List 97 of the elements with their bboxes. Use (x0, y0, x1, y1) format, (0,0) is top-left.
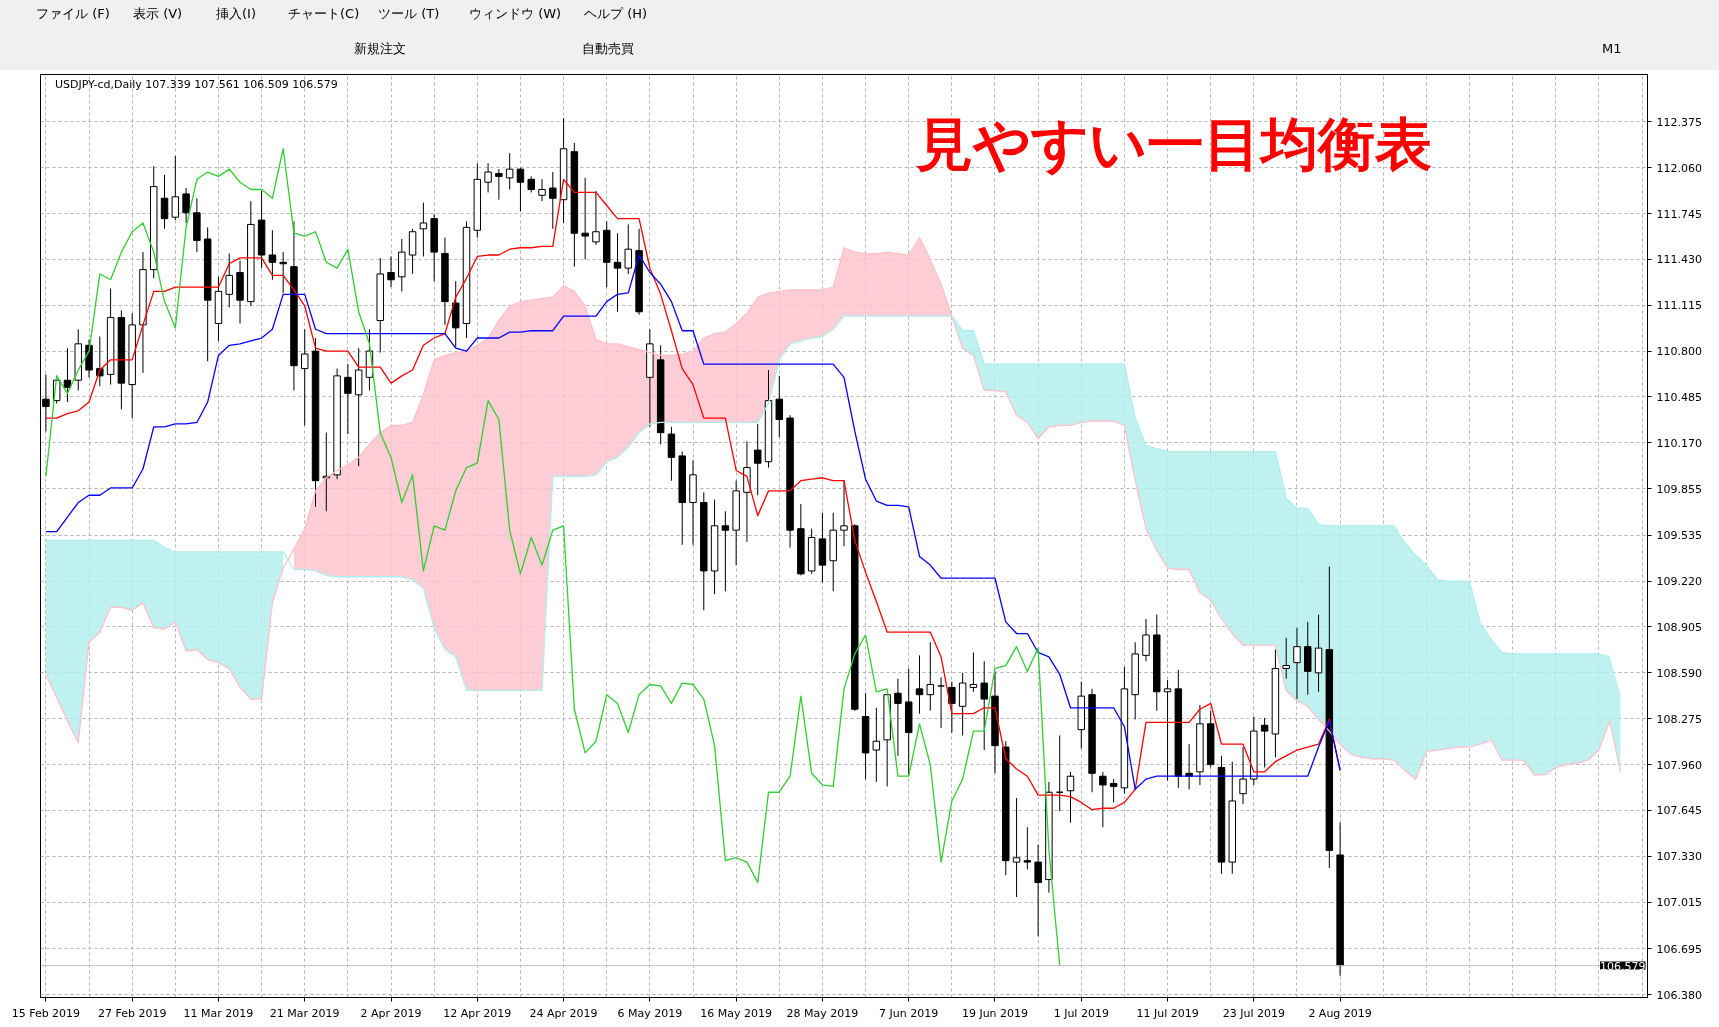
candlestick (948, 681, 956, 734)
candlestick (171, 155, 180, 221)
candlestick (915, 654, 924, 715)
text: 自動売買 (582, 39, 634, 58)
x-tick-label: 11 Mar 2019 (183, 1006, 254, 1020)
candlestick (1066, 771, 1075, 824)
candlestick (872, 707, 881, 783)
y-tick-label: 107.645 (1656, 804, 1702, 818)
candlestick (581, 177, 589, 260)
candlestick (1099, 771, 1107, 828)
candlestick (980, 660, 988, 751)
candlestick (1239, 746, 1247, 805)
candlestick (1163, 679, 1172, 782)
line-series (45, 178, 1341, 811)
candlestick (225, 253, 233, 308)
candlestick (1109, 778, 1118, 803)
x-tick-label: 7 Jun 2019 (879, 1006, 939, 1020)
candlestick (667, 426, 676, 482)
x-tick-label: 12 Apr 2019 (443, 1006, 512, 1020)
x-tick-label: 23 Jul 2019 (1222, 1006, 1285, 1020)
y-tick-label: 107.960 (1656, 758, 1702, 772)
candlestick (1293, 627, 1301, 700)
candlestick (969, 651, 978, 693)
text: ファイル (F) (36, 4, 110, 23)
candlestick (775, 375, 784, 438)
y-tick-label: 111.745 (1656, 207, 1702, 221)
candlestick (408, 228, 417, 275)
candlestick (268, 229, 277, 281)
x-tick-label: 28 May 2019 (786, 1006, 859, 1020)
y-tick-label: 110.170 (1656, 436, 1702, 450)
y-tick-label: 112.375 (1656, 115, 1702, 129)
y-tick-label: 112.060 (1656, 161, 1702, 175)
x-tick-label: 16 May 2019 (700, 1006, 773, 1020)
y-tick-label: 106.695 (1656, 942, 1702, 956)
candlestick (894, 678, 902, 757)
candlestick (160, 174, 169, 230)
x-tick-label: 6 May 2019 (617, 1006, 683, 1020)
x-tick-label: 24 Apr 2019 (529, 1006, 598, 1020)
text: 見やすい一目均衡表 (915, 110, 1433, 177)
y-tick-label: 111.115 (1656, 299, 1702, 313)
text: ヘルプ (H) (584, 4, 648, 23)
y-tick-label: 110.800 (1656, 345, 1702, 359)
candlestick (387, 255, 395, 288)
y-tick-label: 108.590 (1656, 666, 1702, 680)
candlestick (1142, 618, 1150, 662)
candlestick (484, 162, 492, 193)
x-tick-label: 2 Aug 2019 (1308, 1006, 1372, 1020)
x-tick-label: 15 Feb 2019 (11, 1006, 81, 1020)
text: 表示 (V) (133, 4, 183, 23)
candlestick (419, 202, 428, 257)
candlestick (1023, 826, 1032, 870)
text: ツール (T) (378, 4, 440, 23)
chart-subtitle: USDJPY-cd,Daily 107.339 107.561 106.509 106.579 (54, 78, 338, 92)
x-tick-label: 1 Jul 2019 (1053, 1006, 1109, 1020)
y-tick-label: 111.430 (1656, 253, 1702, 267)
candlestick (624, 223, 633, 275)
candlestick (495, 168, 503, 201)
candlestick (937, 676, 945, 729)
candlestick (613, 232, 622, 313)
candlestick (753, 423, 762, 496)
ref-line-label: 106.579 (1600, 959, 1646, 973)
y-tick-label: 108.275 (1656, 712, 1702, 726)
candlestick (279, 251, 287, 294)
text: 挿入(I) (216, 4, 256, 23)
candlestick (538, 178, 546, 202)
candlestick (549, 171, 557, 230)
text: M1 (1602, 39, 1622, 58)
candlestick (1034, 844, 1042, 937)
candlestick (1012, 797, 1021, 898)
candlestick (505, 152, 514, 191)
candlestick (958, 672, 967, 736)
x-tick-label: 27 Feb 2019 (97, 1006, 167, 1020)
text: チャート(C) (288, 4, 360, 23)
y-tick-label: 107.330 (1656, 850, 1702, 864)
x-tick-label: 21 Mar 2019 (269, 1006, 340, 1020)
candlestick (1260, 717, 1269, 768)
y-tick-label: 108.905 (1656, 620, 1702, 634)
y-tick-label: 109.855 (1656, 482, 1702, 496)
candlestick (344, 363, 352, 435)
y-tick-label: 106.380 (1656, 988, 1702, 1002)
candlestick (840, 480, 848, 547)
candlestick (721, 510, 730, 592)
candlestick (516, 167, 525, 212)
x-tick-label: 11 Jul 2019 (1136, 1006, 1199, 1020)
y-tick-label: 109.535 (1656, 529, 1702, 543)
y-tick-label: 110.485 (1656, 390, 1702, 404)
candlestick (592, 190, 600, 246)
x-tick-label: 2 Apr 2019 (360, 1006, 422, 1020)
y-tick-label: 109.220 (1656, 575, 1702, 589)
candlestick (182, 187, 190, 224)
text: ウィンドウ (W) (469, 4, 562, 23)
y-tick-label: 107.015 (1656, 896, 1702, 910)
x-tick-label: 19 Jun 2019 (961, 1006, 1029, 1020)
candlestick (926, 641, 935, 712)
candlestick (301, 328, 309, 426)
candlestick (1282, 637, 1290, 680)
text: 新規注文 (354, 39, 406, 58)
